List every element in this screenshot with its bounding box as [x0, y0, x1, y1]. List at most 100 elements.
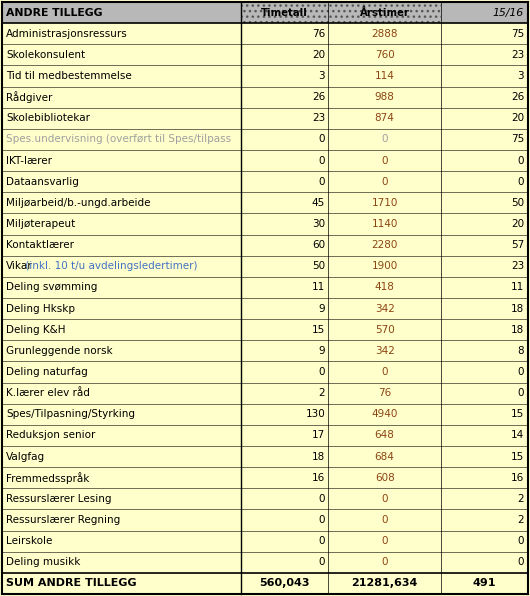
Text: Valgfag: Valgfag — [6, 452, 45, 461]
Text: 0: 0 — [517, 536, 524, 546]
Text: 0: 0 — [319, 367, 325, 377]
Text: 0: 0 — [319, 515, 325, 525]
Text: 0: 0 — [517, 388, 524, 398]
Text: 648: 648 — [375, 430, 395, 440]
Text: Ressurslærer Regning: Ressurslærer Regning — [6, 515, 120, 525]
Text: 11: 11 — [511, 283, 524, 293]
Text: 60: 60 — [312, 240, 325, 250]
Text: 20: 20 — [312, 50, 325, 60]
Bar — [2, 23, 528, 44]
Text: 57: 57 — [511, 240, 524, 250]
Text: 988: 988 — [375, 92, 395, 102]
Text: 0: 0 — [382, 156, 388, 166]
Bar — [2, 277, 528, 298]
Bar — [2, 467, 528, 488]
Text: 75: 75 — [511, 135, 524, 144]
Bar — [2, 361, 528, 383]
Text: 8: 8 — [517, 346, 524, 356]
Bar — [2, 108, 528, 129]
Text: 1900: 1900 — [372, 261, 398, 271]
Text: 23: 23 — [511, 261, 524, 271]
Text: 14: 14 — [511, 430, 524, 440]
Text: 418: 418 — [375, 283, 395, 293]
Text: 0: 0 — [517, 557, 524, 567]
Bar — [2, 510, 528, 530]
Text: 760: 760 — [375, 50, 394, 60]
Text: Deling K&H: Deling K&H — [6, 325, 66, 335]
Text: 26: 26 — [511, 92, 524, 102]
Text: 3: 3 — [517, 71, 524, 81]
Text: 130: 130 — [305, 409, 325, 419]
Bar — [2, 383, 528, 403]
Text: 0: 0 — [382, 536, 388, 546]
Text: Deling svømming: Deling svømming — [6, 283, 98, 293]
Bar — [2, 213, 528, 235]
Text: Vikar: Vikar — [6, 261, 33, 271]
Bar — [2, 403, 528, 425]
Text: 16: 16 — [511, 473, 524, 483]
Text: Timetall: Timetall — [261, 8, 308, 17]
Text: 21281,634: 21281,634 — [351, 579, 418, 588]
Text: 491: 491 — [473, 579, 497, 588]
Text: 0: 0 — [517, 177, 524, 187]
Text: 2280: 2280 — [372, 240, 398, 250]
Text: 15/16: 15/16 — [493, 8, 524, 17]
Bar — [2, 86, 528, 108]
Text: 0: 0 — [382, 494, 388, 504]
Text: Miljøterapeut: Miljøterapeut — [6, 219, 75, 229]
Bar — [2, 44, 528, 66]
Text: 76: 76 — [378, 388, 391, 398]
Text: 75: 75 — [511, 29, 524, 39]
Text: 15: 15 — [312, 325, 325, 335]
Bar — [2, 235, 528, 256]
Text: 30: 30 — [312, 219, 325, 229]
Bar — [2, 298, 528, 319]
Text: 608: 608 — [375, 473, 394, 483]
Text: 0: 0 — [319, 557, 325, 567]
Bar — [2, 573, 528, 594]
Text: 1710: 1710 — [372, 198, 398, 208]
Bar — [2, 193, 528, 213]
Text: 15: 15 — [511, 409, 524, 419]
Bar — [328, 2, 441, 23]
Bar — [2, 171, 528, 193]
Bar — [2, 150, 528, 171]
Text: 20: 20 — [511, 219, 524, 229]
Text: Tid til medbestemmelse: Tid til medbestemmelse — [6, 71, 132, 81]
Text: 560,043: 560,043 — [260, 579, 310, 588]
Text: 684: 684 — [375, 452, 395, 461]
Text: Grunleggende norsk: Grunleggende norsk — [6, 346, 112, 356]
Text: 18: 18 — [511, 325, 524, 335]
Bar — [2, 2, 528, 23]
Bar — [2, 488, 528, 510]
Text: 17: 17 — [312, 430, 325, 440]
Text: 342: 342 — [375, 303, 395, 313]
Text: Spes.undervisning (overført til Spes/tilpass: Spes.undervisning (overført til Spes/til… — [6, 135, 231, 144]
Text: Ressurslærer Lesing: Ressurslærer Lesing — [6, 494, 111, 504]
Text: Dataansvarlig: Dataansvarlig — [6, 177, 79, 187]
Text: 874: 874 — [375, 113, 395, 123]
Text: Miljøarbeid/b.-ungd.arbeide: Miljøarbeid/b.-ungd.arbeide — [6, 198, 151, 208]
Text: 23: 23 — [312, 113, 325, 123]
Text: IKT-lærer: IKT-lærer — [6, 156, 52, 166]
Text: Administrasjonsressurs: Administrasjonsressurs — [6, 29, 128, 39]
Text: 0: 0 — [517, 156, 524, 166]
Bar — [2, 129, 528, 150]
Text: 45: 45 — [312, 198, 325, 208]
Text: 3: 3 — [319, 71, 325, 81]
Bar — [241, 2, 328, 23]
Text: Deling naturfag: Deling naturfag — [6, 367, 88, 377]
Bar — [2, 256, 528, 277]
Text: 50: 50 — [312, 261, 325, 271]
Bar — [2, 66, 528, 86]
Text: 0: 0 — [319, 494, 325, 504]
Text: 1140: 1140 — [372, 219, 398, 229]
Text: 114: 114 — [375, 71, 395, 81]
Text: 4940: 4940 — [372, 409, 398, 419]
Text: 0: 0 — [382, 557, 388, 567]
Text: 2888: 2888 — [372, 29, 398, 39]
Text: (inkl. 10 t/u avdelingsledertimer): (inkl. 10 t/u avdelingsledertimer) — [22, 261, 198, 271]
Text: 0: 0 — [319, 536, 325, 546]
Text: 20: 20 — [511, 113, 524, 123]
Text: Skolekonsulent: Skolekonsulent — [6, 50, 85, 60]
